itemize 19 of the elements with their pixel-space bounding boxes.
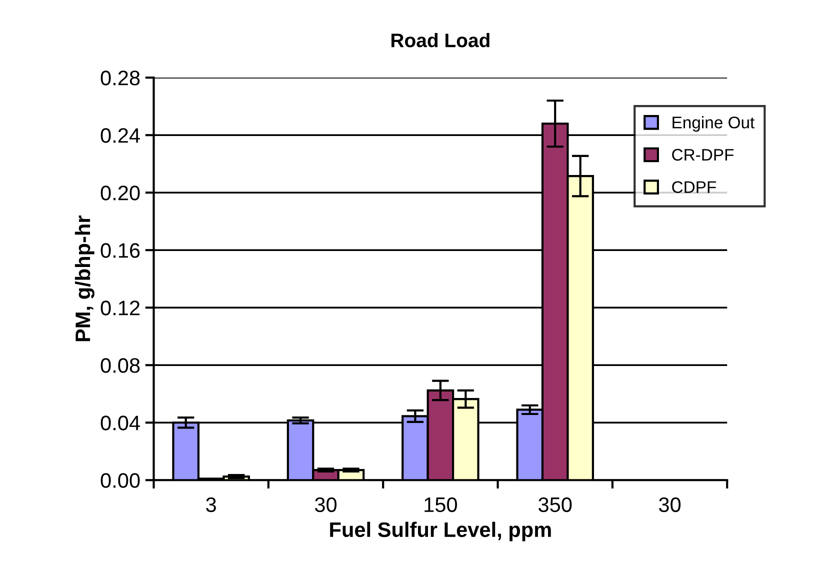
x-tick-label: 150	[424, 497, 457, 512]
chart-title: Road Load	[392, 32, 490, 48]
y-tick-label: 0.00	[100, 473, 140, 488]
x-tick-label: 30	[658, 497, 681, 512]
y-tick-label: 0.28	[100, 70, 140, 86]
legend-label: CDPF	[672, 181, 716, 193]
y-tick-label: 0.20	[100, 186, 140, 200]
y-tick-label: 0.16	[100, 243, 140, 258]
legend-label: CR-DPF	[672, 148, 734, 161]
y-tick-label: 0.24	[100, 128, 140, 143]
x-tick-label: 350	[538, 497, 572, 512]
y-tick-label: 0.08	[100, 358, 140, 373]
y-tick-label: 0.04	[100, 416, 140, 430]
x-tick-label: 3	[206, 497, 216, 512]
y-tick-label: 0.12	[100, 300, 140, 316]
y-axis-title: PM, g/bhp-hr	[74, 216, 94, 342]
x-axis-title: Fuel Sulfur Level, ppm	[330, 522, 551, 542]
legend-label: Engine Out	[672, 116, 755, 132]
x-tick-label: 30	[314, 497, 337, 512]
